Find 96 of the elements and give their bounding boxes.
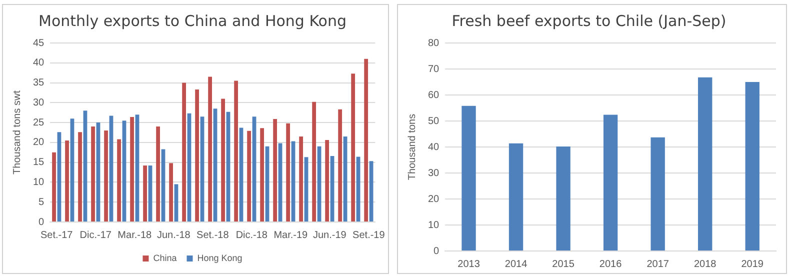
y-tick-label: 5 (38, 196, 45, 208)
bar (338, 109, 342, 222)
y-tick-label: 70 (428, 64, 440, 75)
y-axis-title: Thousand tons (406, 114, 418, 180)
y-tick-label: 20 (33, 137, 45, 148)
bar (174, 184, 178, 222)
bar (286, 123, 290, 222)
bar (603, 114, 618, 250)
bar (278, 143, 282, 222)
bar (156, 126, 160, 222)
bar (169, 163, 173, 222)
y-tick-label: 15 (33, 157, 45, 168)
bar (304, 157, 308, 222)
bar (745, 82, 760, 250)
bar (317, 146, 322, 222)
bar (234, 80, 238, 222)
bar (200, 116, 204, 222)
bar (70, 118, 74, 222)
x-tick-label: 2017 (646, 258, 670, 270)
bar (213, 108, 218, 222)
bar (369, 161, 374, 222)
x-tick-label: Set.-17 (40, 230, 74, 241)
chart-title: Monthly exports to China and Hong Kong (38, 12, 346, 30)
bar (182, 82, 186, 222)
y-tick-label: 25 (33, 117, 45, 128)
y-tick-label: 80 (428, 38, 440, 49)
y-tick-label: 40 (33, 58, 45, 69)
y-tick-label: 30 (33, 97, 45, 108)
y-tick-label: 35 (33, 78, 45, 89)
x-tick-label: Mar.-18 (118, 230, 152, 241)
bar (65, 140, 69, 222)
bar (195, 90, 199, 222)
y-tick-label: 20 (428, 194, 440, 205)
bar (78, 132, 82, 222)
bar (96, 122, 100, 222)
bar (273, 118, 278, 222)
x-tick-label: Jun.-19 (312, 230, 347, 241)
x-tick-label: Set.-19 (352, 230, 386, 241)
y-tick-label: 0 (38, 216, 45, 228)
bar (299, 136, 304, 222)
bar (330, 156, 334, 222)
y-tick-label: 50 (428, 116, 440, 127)
bar (135, 114, 140, 222)
bar (187, 113, 192, 222)
bar (556, 146, 570, 250)
x-tick-label: Jun.-18 (156, 230, 191, 241)
bar (260, 128, 264, 222)
y-axis-title: Thousand tons swt (12, 90, 23, 174)
bar (351, 74, 356, 222)
legend-label: Hong Kong (197, 252, 242, 263)
x-tick-label: Set.-18 (196, 230, 230, 241)
x-tick-label: 2019 (741, 258, 764, 270)
bar (109, 116, 114, 222)
bar (104, 130, 108, 222)
bar (117, 139, 121, 222)
bar (57, 132, 62, 222)
y-tick-label: 60 (428, 90, 440, 101)
y-tick-label: 45 (33, 38, 45, 49)
bar (325, 140, 330, 222)
bar (508, 143, 524, 250)
bar (312, 102, 316, 222)
y-tick-label: 40 (428, 142, 440, 153)
bar (91, 126, 95, 222)
bar (52, 152, 56, 222)
bar (208, 76, 212, 222)
y-tick-label: 30 (428, 168, 440, 179)
x-tick-label: Dic.-18 (236, 230, 268, 241)
bar (650, 137, 665, 250)
legend-label: China (153, 252, 177, 263)
y-tick-label: 10 (428, 220, 440, 231)
bar (252, 116, 256, 222)
y-tick-label: 10 (33, 176, 45, 188)
x-tick-label: 2018 (694, 258, 717, 270)
y-tick-label: 0 (434, 246, 440, 257)
bar (221, 98, 226, 222)
chart-title: Fresh beef exports to Chile (Jan-Sep) (452, 12, 726, 30)
x-tick-label: 2015 (552, 258, 575, 270)
bar (143, 166, 147, 222)
x-tick-label: Dic.-17 (80, 230, 112, 241)
bar (265, 146, 270, 222)
x-tick-label: 2016 (599, 258, 622, 270)
x-tick-label: 2014 (504, 258, 528, 270)
bar (343, 136, 348, 222)
bar (148, 166, 152, 222)
x-tick-label: 2013 (458, 258, 480, 270)
bar (364, 58, 368, 222)
bar (239, 128, 244, 222)
bar (462, 106, 476, 250)
bar (83, 110, 88, 222)
bar (130, 116, 134, 222)
bar (122, 120, 126, 222)
bar (226, 112, 230, 222)
bar (247, 130, 252, 222)
bar (698, 77, 712, 250)
bar (161, 149, 166, 222)
x-tick-label: Mar.-19 (274, 230, 308, 241)
